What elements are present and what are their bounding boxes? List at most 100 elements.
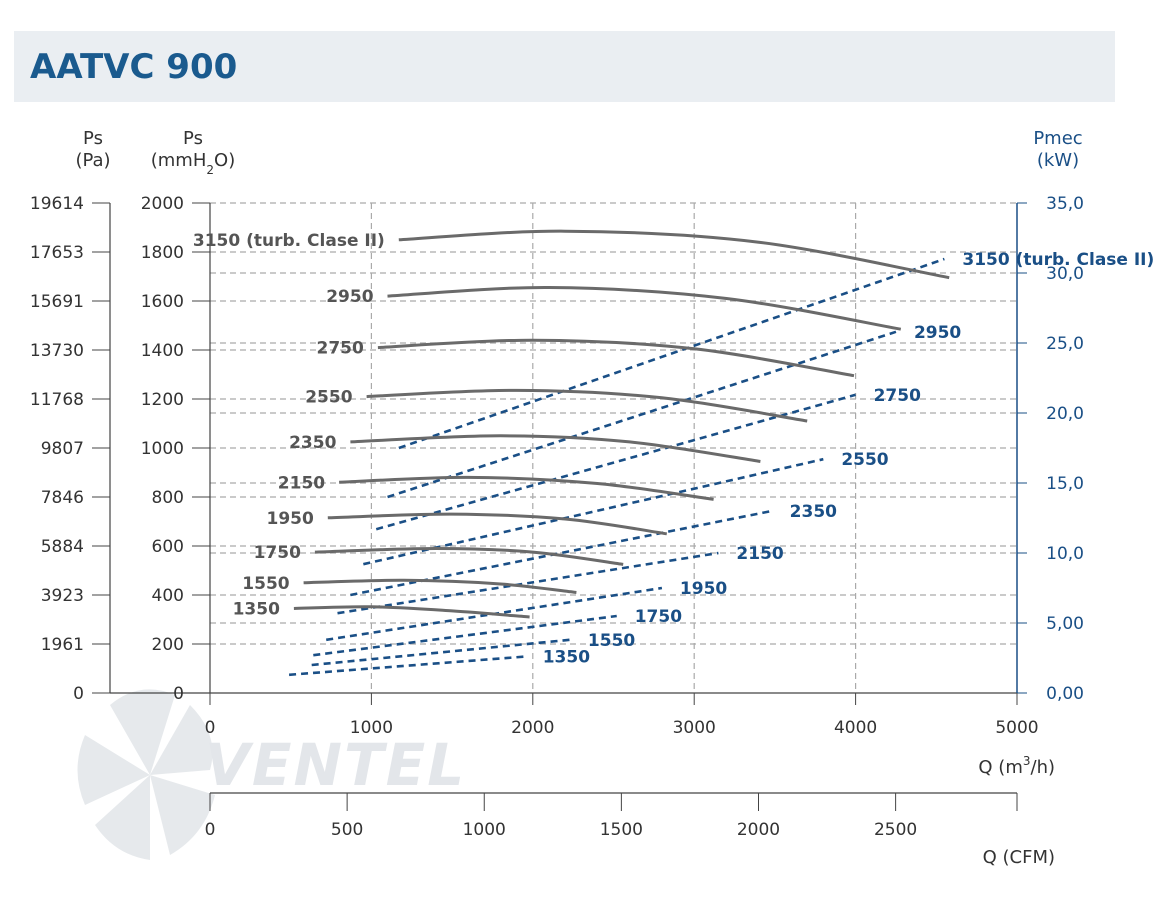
tick-label-mmh2o: 1800 [141,243,184,263]
ventel-logo: VENTEL [77,689,466,860]
tick-label-pa: 5884 [41,537,84,557]
ps-curve-label: 2150 [278,473,325,493]
title-bar: AATVC 900 [14,31,1115,102]
tick-label-cfm: 2500 [874,820,917,840]
left-mm-axis-unit: (mmH2O) [151,150,235,177]
tick-label-mmh2o: 0 [173,684,184,704]
power-curve-label: 3150 (turb. Clase II) [962,250,1153,270]
axes: 0 200 400 600 800 1000 1200 1400 1600 1800 2000 0 19… [30,194,1084,840]
power-curve-line [311,638,571,667]
power-curve-label: 2950 [914,323,961,343]
m3h-label-sup: 3 [1023,754,1031,768]
ps-curve-line [314,546,624,566]
tick-label-cfm: 1500 [600,820,643,840]
ps-curve-label: 2550 [305,388,352,408]
ps-curve-label: 3150 (turb. Clase II) [193,231,385,251]
tick-label-mmh2o: 1000 [141,439,184,459]
tick-label-m3h: 0 [205,718,216,738]
tick-label-kw: 20,0 [1046,404,1084,424]
ps-curves: 1350 1550 1750 1950 2150 2350 2550 2750 2950 3150… [193,229,950,619]
tick-label-kw: 10,0 [1046,544,1084,564]
ps-curve-line [377,338,855,378]
power-curve-line [288,655,525,677]
left-mm-axis-label: Ps [183,128,203,149]
tick-label-pa: 19614 [30,194,84,214]
watermark-text: VENTEL [205,731,466,799]
tick-label-cfm: 500 [331,820,363,840]
tick-label-m3h: 4000 [834,718,877,738]
ps-curve-label: 2350 [289,433,336,453]
tick-label-mmh2o: 200 [152,635,184,655]
ps-curve-label: 2950 [326,287,373,307]
power-curve-line [398,257,945,450]
tick-label-m3h: 3000 [673,718,716,738]
power-curve-line [387,330,897,499]
tick-label-pa: 9807 [41,439,84,459]
tick-label-pa: 17653 [30,243,84,263]
tick-label-kw: 5,00 [1046,614,1084,634]
ps-curve-label: 1950 [266,509,313,529]
grid [210,202,1017,693]
power-curve-label: 2550 [841,450,888,470]
tick-label-pa: 1961 [41,635,84,655]
tick-label-kw: 30,0 [1046,264,1084,284]
tick-label-pa: 0 [73,684,84,704]
bottom-m3h-axis-label: Q (m3/h) [978,754,1055,778]
power-curve-label: 1550 [588,631,635,651]
power-curve-label: 1750 [635,607,682,627]
ps-curve-line [293,605,530,619]
tick-label-pa: 3923 [41,586,84,606]
ps-curve-line [339,475,714,501]
ps-curve-line [303,578,577,594]
ps-curve-line [366,388,808,423]
tick-label-m3h: 2000 [511,718,554,738]
ps-curve-label: 1350 [233,599,280,619]
left-pa-axis-unit: (Pa) [75,150,110,171]
right-kw-axis-label: Pmec [1033,128,1082,149]
power-curve-line [337,551,719,615]
left-pa-axis-label: Ps [83,128,103,149]
power-curve-line [313,614,617,657]
tick-label-pa: 7846 [41,488,84,508]
power-curve-label: 2150 [736,544,783,564]
power-curve-label: 1950 [680,579,727,599]
left-mm-unit-pre: (mmH [151,150,207,171]
tick-label-mmh2o: 600 [152,537,184,557]
tick-label-mmh2o: 1200 [141,390,184,410]
tick-label-kw: 35,0 [1046,194,1084,214]
ps-curve-line [350,434,761,463]
m3h-label-pre: Q (m [978,757,1022,778]
ps-curve-line [398,229,950,280]
power-curve-label: 1350 [543,648,590,668]
tick-label-cfm: 2000 [737,820,780,840]
tick-label-cfm: 1000 [463,820,506,840]
ps-curve-label: 1750 [254,543,301,563]
ps-curve-line [327,512,668,536]
power-curve-line [375,393,856,531]
fan-logo-icon [77,689,215,860]
tick-label-mmh2o: 2000 [141,194,184,214]
tick-label-kw: 15,0 [1046,474,1084,494]
tick-label-m3h: 1000 [350,718,393,738]
tick-label-mmh2o: 400 [152,586,184,606]
tick-label-cfm: 0 [205,820,216,840]
tick-label-mmh2o: 1600 [141,292,184,312]
ps-curve-label: 2750 [317,339,364,359]
tick-label-kw: 25,0 [1046,334,1084,354]
tick-label-pa: 11768 [30,390,84,410]
ps-curve-line [387,285,902,331]
tick-label-pa: 13730 [30,341,84,361]
right-kw-axis-unit: (kW) [1037,150,1079,171]
m3h-label-post: /h) [1031,757,1056,778]
tick-label-m3h: 5000 [995,718,1038,738]
tick-label-pa: 15691 [30,292,84,312]
bottom-cfm-axis-label: Q (CFM) [983,847,1055,868]
power-curve-line [363,457,824,566]
power-curve-label: 2750 [874,386,921,406]
left-mm-unit-sub: 2 [206,163,214,177]
ps-curve-label: 1550 [242,574,289,594]
tick-label-kw: 0,00 [1046,684,1084,704]
tick-label-mmh2o: 800 [152,488,184,508]
